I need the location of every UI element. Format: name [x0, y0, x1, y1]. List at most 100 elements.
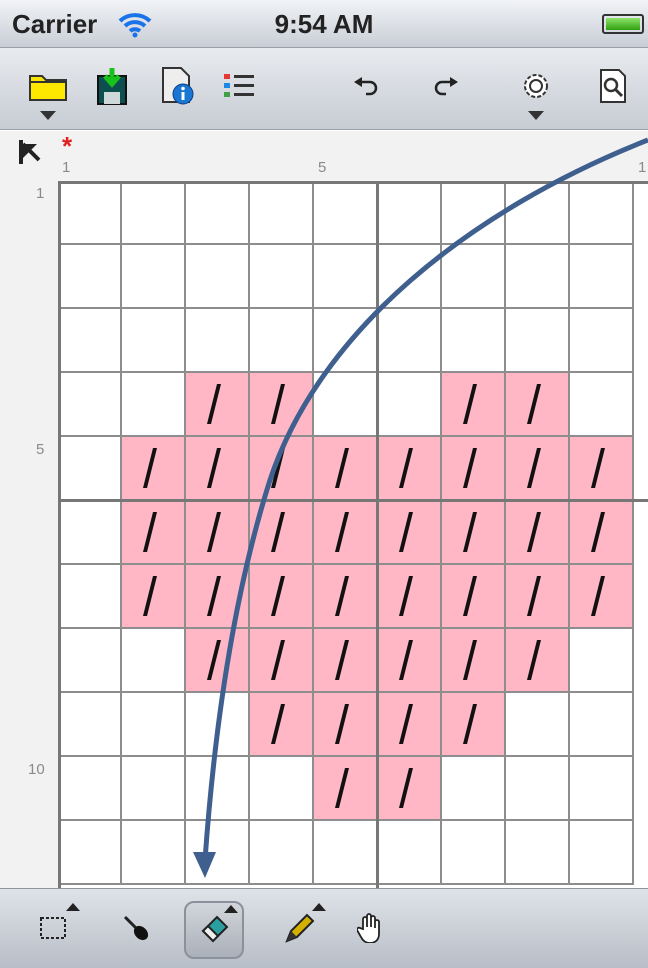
stitch-cell-empty[interactable] — [122, 245, 186, 309]
stitch-cell-filled[interactable] — [250, 565, 314, 629]
stitch-cell-filled[interactable] — [250, 629, 314, 693]
stitch-cell-empty[interactable] — [122, 181, 186, 245]
stitch-cell-filled[interactable] — [250, 501, 314, 565]
stitch-cell-empty[interactable] — [570, 821, 634, 885]
stitch-cell-filled[interactable] — [378, 565, 442, 629]
stitch-cell-empty[interactable] — [186, 309, 250, 373]
stitch-cell-empty[interactable] — [570, 181, 634, 245]
stitch-cell-filled[interactable] — [442, 437, 506, 501]
stitch-cell-filled[interactable] — [378, 501, 442, 565]
stitch-cell-empty[interactable] — [250, 821, 314, 885]
color-list-button[interactable] — [214, 62, 266, 114]
stitch-cell-empty[interactable] — [122, 309, 186, 373]
stitch-cell-empty[interactable] — [122, 757, 186, 821]
stitch-cell-empty[interactable] — [186, 693, 250, 757]
stitch-cell-empty[interactable] — [58, 693, 122, 757]
document-info-button[interactable] — [150, 62, 202, 114]
stitch-cell-empty[interactable] — [378, 245, 442, 309]
pan-tool-button[interactable] — [340, 901, 400, 959]
stitch-cell-empty[interactable] — [570, 245, 634, 309]
eraser-tool-button[interactable] — [184, 901, 244, 959]
stitch-cell-empty[interactable] — [58, 373, 122, 437]
stitch-cell-empty[interactable] — [58, 821, 122, 885]
stitch-grid[interactable] — [58, 181, 648, 888]
stitch-cell-empty[interactable] — [186, 245, 250, 309]
stitch-cell-filled[interactable] — [506, 437, 570, 501]
stitch-cell-empty[interactable] — [378, 821, 442, 885]
undo-button[interactable] — [340, 62, 392, 114]
stitch-cell-empty[interactable] — [186, 757, 250, 821]
stitch-cell-empty[interactable] — [506, 245, 570, 309]
stitch-cell-filled[interactable] — [314, 565, 378, 629]
stitch-cell-empty[interactable] — [250, 245, 314, 309]
eyedropper-tool-button[interactable] — [106, 901, 166, 959]
stitch-cell-filled[interactable] — [570, 565, 634, 629]
stitch-cell-filled[interactable] — [570, 437, 634, 501]
stitch-cell-empty[interactable] — [122, 821, 186, 885]
stitch-cell-empty[interactable] — [570, 693, 634, 757]
stitch-cell-filled[interactable] — [506, 629, 570, 693]
stitch-cell-empty[interactable] — [378, 373, 442, 437]
stitch-cell-empty[interactable] — [442, 309, 506, 373]
stitch-cell-empty[interactable] — [58, 757, 122, 821]
stitch-cell-filled[interactable] — [314, 501, 378, 565]
save-button[interactable] — [86, 62, 138, 114]
redo-button[interactable] — [420, 62, 472, 114]
stitch-cell-empty[interactable] — [570, 373, 634, 437]
stitch-cell-filled[interactable] — [570, 501, 634, 565]
stitch-cell-filled[interactable] — [122, 437, 186, 501]
stitch-cell-empty[interactable] — [378, 181, 442, 245]
stitch-cell-filled[interactable] — [442, 565, 506, 629]
stitch-cell-empty[interactable] — [506, 821, 570, 885]
stitch-cell-empty[interactable] — [314, 245, 378, 309]
stitch-cell-filled[interactable] — [442, 693, 506, 757]
stitch-cell-empty[interactable] — [58, 565, 122, 629]
stitch-cell-empty[interactable] — [314, 373, 378, 437]
stitch-cell-filled[interactable] — [186, 437, 250, 501]
stitch-cell-empty[interactable] — [570, 757, 634, 821]
stitch-cell-filled[interactable] — [186, 629, 250, 693]
stitch-cell-filled[interactable] — [250, 693, 314, 757]
stitch-cell-empty[interactable] — [378, 309, 442, 373]
stitch-cell-filled[interactable] — [314, 693, 378, 757]
stitch-cell-filled[interactable] — [250, 437, 314, 501]
stitch-cell-filled[interactable] — [506, 373, 570, 437]
stitch-cell-empty[interactable] — [506, 309, 570, 373]
stitch-cell-empty[interactable] — [314, 821, 378, 885]
stitch-cell-empty[interactable] — [122, 693, 186, 757]
stitch-cell-empty[interactable] — [442, 181, 506, 245]
stitch-cell-empty[interactable] — [314, 309, 378, 373]
stitch-cell-filled[interactable] — [378, 629, 442, 693]
stitch-cell-filled[interactable] — [186, 501, 250, 565]
stitch-cell-empty[interactable] — [570, 309, 634, 373]
stitch-cell-empty[interactable] — [58, 437, 122, 501]
stitch-cell-empty[interactable] — [506, 757, 570, 821]
stitch-cell-filled[interactable] — [442, 629, 506, 693]
stitch-cell-empty[interactable] — [250, 757, 314, 821]
stitch-cell-filled[interactable] — [378, 757, 442, 821]
stitch-cell-empty[interactable] — [122, 373, 186, 437]
stitch-cell-empty[interactable] — [58, 629, 122, 693]
settings-button[interactable] — [510, 62, 562, 120]
stitch-cell-filled[interactable] — [186, 565, 250, 629]
stitch-cell-empty[interactable] — [506, 181, 570, 245]
stitch-cell-filled[interactable] — [442, 501, 506, 565]
stitch-cell-filled[interactable] — [506, 501, 570, 565]
open-file-button[interactable] — [22, 62, 74, 120]
stitch-cell-filled[interactable] — [378, 437, 442, 501]
stitch-cell-filled[interactable] — [506, 565, 570, 629]
stitch-cell-filled[interactable] — [314, 757, 378, 821]
stitch-cell-empty[interactable] — [58, 181, 122, 245]
preview-button[interactable] — [588, 62, 640, 114]
stitch-cell-filled[interactable] — [250, 373, 314, 437]
stitch-cell-filled[interactable] — [378, 693, 442, 757]
stitch-cell-empty[interactable] — [186, 181, 250, 245]
stitch-cell-empty[interactable] — [570, 629, 634, 693]
scroll-to-origin-icon[interactable] — [18, 139, 44, 170]
selection-tool-button[interactable] — [24, 901, 84, 959]
stitch-cell-empty[interactable] — [314, 181, 378, 245]
stitch-cell-filled[interactable] — [122, 565, 186, 629]
stitch-cell-empty[interactable] — [506, 693, 570, 757]
stitch-cell-empty[interactable] — [58, 501, 122, 565]
stitch-cell-empty[interactable] — [442, 821, 506, 885]
